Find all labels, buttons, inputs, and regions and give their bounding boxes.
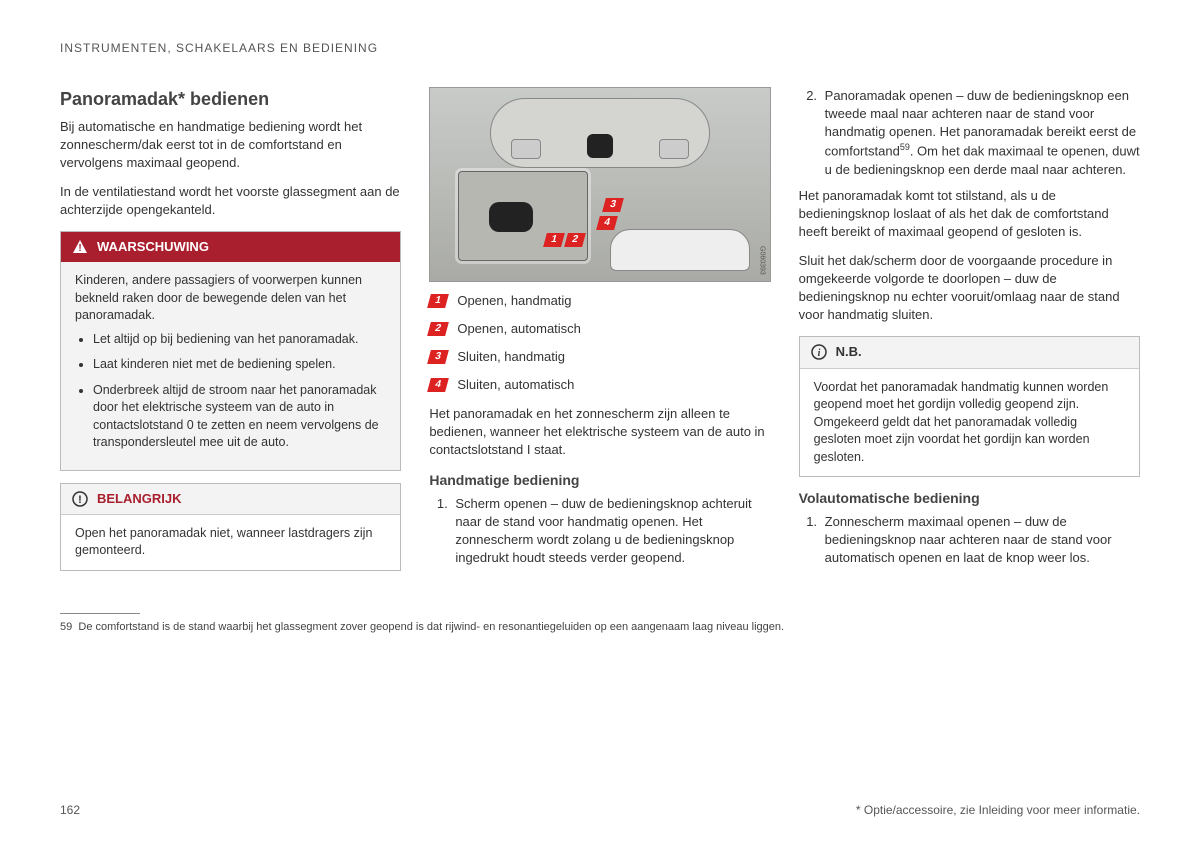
footnote: 59 De comfortstand is de stand waarbij h… (60, 620, 1140, 635)
legend-text: Openen, automatisch (457, 320, 581, 338)
page-footer: 162 * Optie/accessoire, zie Inleiding vo… (60, 802, 1140, 819)
control-zoom-graphic (458, 171, 588, 261)
page-number: 162 (60, 802, 80, 819)
list-item: Scherm openen – duw de bedieningsknop ac… (451, 495, 770, 568)
footer-note: * Optie/accessoire, zie Inleiding voor m… (856, 802, 1140, 819)
legend-row: 1 Openen, handmatig (429, 292, 770, 310)
important-body: Open het panoramadak niet, wanneer lastd… (61, 515, 400, 570)
paragraph: Sluit het dak/scherm door de voorgaande … (799, 252, 1140, 325)
warning-list: Let altijd op bij bediening van het pano… (93, 331, 386, 452)
overhead-console-graphic (490, 98, 710, 168)
list-item: Panoramadak openen – duw de bedieningskn… (821, 87, 1140, 179)
important-box: ! BELANGRIJK Open het panoramadak niet, … (60, 483, 401, 571)
legend-marker-2-icon: 2 (427, 322, 449, 336)
footnote-text: De comfortstand is de stand waarbij het … (78, 621, 784, 633)
mirror-graphic (610, 229, 750, 271)
footnote-ref: 59 (900, 142, 910, 152)
intro-paragraph-2: In de ventilatiestand wordt het voorste … (60, 183, 401, 219)
subsection-title-manual: Handmatige bediening (429, 471, 770, 491)
svg-text:!: ! (78, 494, 82, 506)
legend-marker-4-icon: 4 (427, 378, 449, 392)
legend-text: Openen, handmatig (457, 292, 571, 310)
footnote-number: 59 (60, 621, 72, 633)
warning-title: WAARSCHUWING (97, 238, 209, 256)
callout-3-icon: 3 (602, 198, 624, 212)
svg-text:!: ! (78, 243, 81, 254)
important-title: BELANGRIJK (97, 490, 182, 508)
column-2: 1 2 3 4 G060393 1 Openen, handmatig 2 Op… (429, 87, 770, 583)
manual-steps-list-cont: Panoramadak openen – duw de bedieningskn… (821, 87, 1140, 179)
manual-steps-list: Scherm openen – duw de bedieningsknop ac… (451, 495, 770, 568)
warning-body: Kinderen, andere passagiers of voorwerpe… (61, 262, 400, 470)
content-columns: Panoramadak* bedienen Bij automatische e… (60, 87, 1140, 583)
important-header: ! BELANGRIJK (61, 484, 400, 515)
warning-triangle-icon: ! (71, 238, 89, 256)
callout-4-icon: 4 (596, 216, 618, 230)
svg-text:i: i (817, 348, 820, 359)
legend-row: 2 Openen, automatisch (429, 320, 770, 338)
note-title: N.B. (836, 343, 862, 361)
legend-text: Sluiten, handmatig (457, 348, 565, 366)
warning-lead: Kinderen, andere passagiers of voorwerpe… (75, 272, 386, 325)
note-box: i N.B. Voordat het panoramadak handmatig… (799, 336, 1140, 477)
section-title: Panoramadak* bedienen (60, 87, 401, 112)
legend-marker-1-icon: 1 (427, 294, 449, 308)
legend-row: 3 Sluiten, handmatig (429, 348, 770, 366)
subsection-title-auto: Volautomatische bediening (799, 489, 1140, 509)
control-illustration: 1 2 3 4 G060393 (429, 87, 770, 282)
intro-paragraph-1: Bij automatische en handmatige bediening… (60, 118, 401, 173)
warning-header: ! WAARSCHUWING (61, 232, 400, 262)
legend-text: Sluiten, automatisch (457, 376, 574, 394)
figure-code: G060393 (757, 246, 767, 275)
warning-item: Onderbreek altijd de stroom naar het pan… (93, 382, 386, 452)
list-item: Zonnescherm maximaal openen – duw de bed… (821, 513, 1140, 568)
chapter-header: INSTRUMENTEN, SCHAKELAARS EN BEDIENING (60, 40, 1140, 57)
after-legend-paragraph: Het panoramadak en het zonnescherm zijn … (429, 405, 770, 460)
paragraph: Het panoramadak komt tot stilstand, als … (799, 187, 1140, 242)
legend-row: 4 Sluiten, automatisch (429, 376, 770, 394)
auto-steps-list: Zonnescherm maximaal openen – duw de bed… (821, 513, 1140, 568)
warning-item: Laat kinderen niet met de bediening spel… (93, 356, 386, 374)
warning-box: ! WAARSCHUWING Kinderen, andere passagie… (60, 231, 401, 471)
warning-item: Let altijd op bij bediening van het pano… (93, 331, 386, 349)
info-icon: i (810, 343, 828, 361)
column-1: Panoramadak* bedienen Bij automatische e… (60, 87, 401, 583)
note-body: Voordat het panoramadak handmatig kunnen… (800, 369, 1139, 477)
note-header: i N.B. (800, 337, 1139, 368)
footnote-rule (60, 613, 140, 614)
important-icon: ! (71, 490, 89, 508)
column-3: Panoramadak openen – duw de bedieningskn… (799, 87, 1140, 583)
legend-marker-3-icon: 3 (427, 350, 449, 364)
